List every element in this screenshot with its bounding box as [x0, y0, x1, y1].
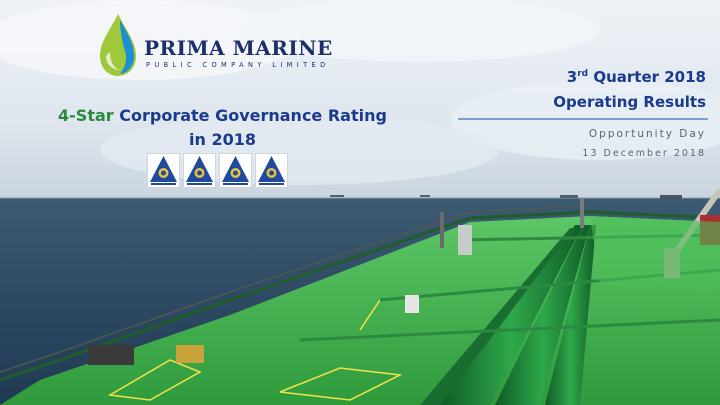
cg-award-icon [219, 153, 252, 188]
report-quarter-title: 3rd Quarter 2018 [567, 68, 706, 86]
cg-award-icon [255, 153, 288, 188]
governance-year: in 2018 [189, 130, 256, 149]
cg-award-icon [183, 153, 216, 188]
star-rating-label: 4-Star [58, 106, 114, 125]
cg-award-badges [147, 153, 288, 188]
governance-title-rest: Corporate Governance Rating [113, 106, 387, 125]
quarter-suffix: rd [577, 69, 589, 79]
company-subtitle: PUBLIC COMPANY LIMITED [146, 61, 330, 69]
company-logo: PRIMA MARINE PUBLIC COMPANY LIMITED [96, 12, 332, 80]
governance-title: 4-Star Corporate Governance Rating [0, 106, 445, 125]
water-drop-logo-icon [100, 14, 136, 76]
cg-award-icon [147, 153, 180, 188]
quarter-number: 3 [566, 68, 578, 86]
event-date: 13 December 2018 [582, 148, 706, 159]
title-divider [458, 118, 708, 120]
company-name: PRIMA MARINE [144, 36, 333, 60]
report-subtitle: Operating Results [553, 93, 706, 111]
event-name: Opportunity Day [588, 128, 706, 140]
quarter-rest: Quarter 2018 [588, 68, 706, 86]
